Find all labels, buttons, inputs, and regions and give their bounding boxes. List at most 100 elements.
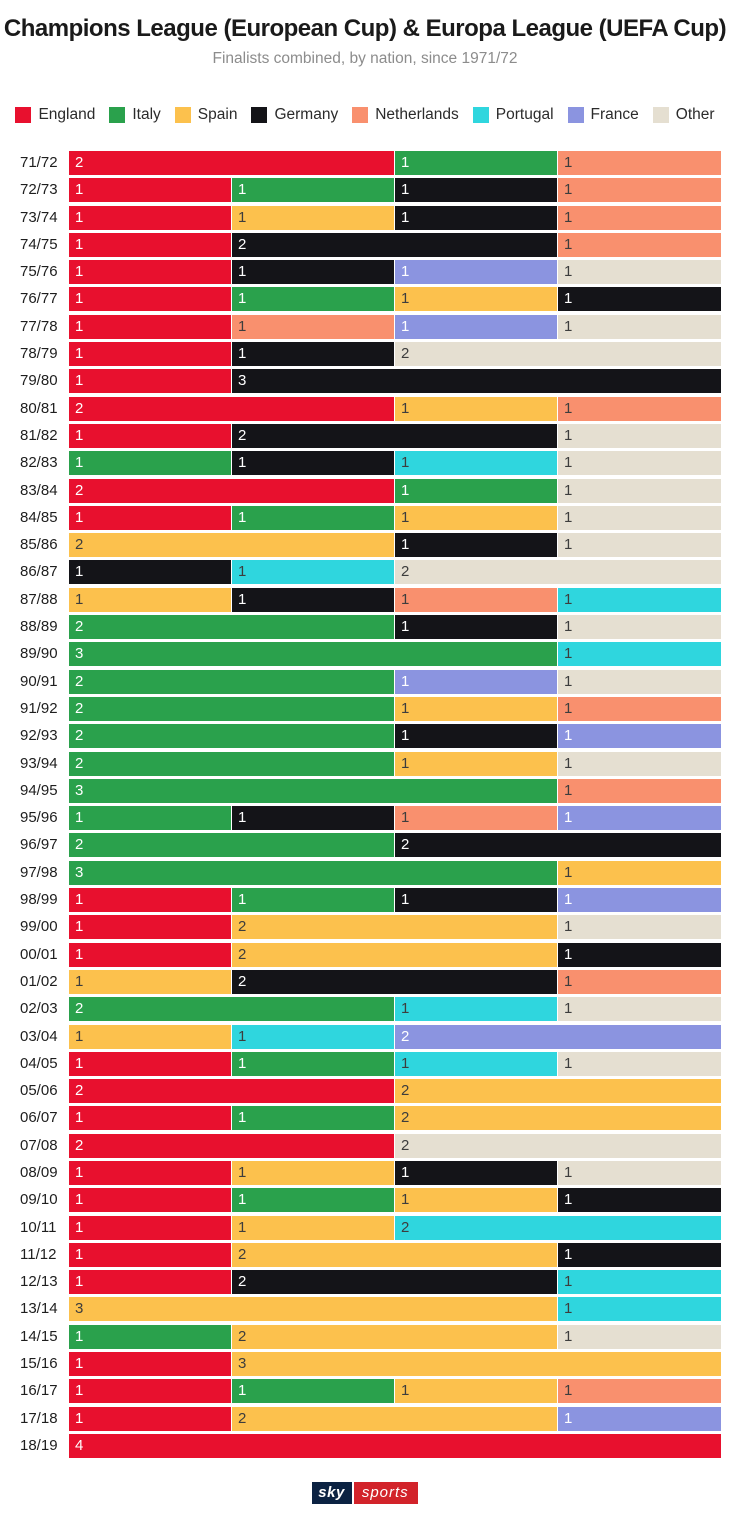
segment-value: 1 <box>75 1355 84 1373</box>
bar-segment-germany: 1 <box>558 942 721 967</box>
bar-segment-italy: 1 <box>232 287 395 312</box>
segment-value: 1 <box>564 481 573 499</box>
chart-row: 93/94 2 1 1 <box>0 751 721 776</box>
segment-value: 4 <box>75 1436 84 1454</box>
bar-segment-spain: 2 <box>232 942 558 967</box>
segment-value: 1 <box>564 317 573 335</box>
segment-value: 1 <box>564 1273 573 1291</box>
bar-segment-spain: 1 <box>232 1160 395 1185</box>
segment-value: 1 <box>401 454 410 472</box>
segment-value: 1 <box>401 508 410 526</box>
bar-segment-spain: 3 <box>232 1352 721 1377</box>
segment-value: 1 <box>401 809 410 827</box>
segment-value: 1 <box>564 1300 573 1318</box>
chart-row: 15/16 1 3 <box>0 1352 721 1377</box>
segment-value: 1 <box>401 208 410 226</box>
bar-segment-england: 1 <box>69 1215 232 1240</box>
bar-segment-germany: 1 <box>232 587 395 612</box>
stacked-bar: 1 1 2 <box>69 342 721 367</box>
legend-swatch-germany <box>251 107 268 123</box>
bar-segment-england: 2 <box>69 151 395 175</box>
sky-sports-logo: sky sports <box>312 1481 418 1504</box>
segment-value: 1 <box>238 181 247 199</box>
stacked-bar: 1 2 1 <box>69 1324 721 1349</box>
bar-segment-portugal: 1 <box>558 1270 721 1295</box>
bar-segment-italy: 2 <box>69 751 395 776</box>
page-title: Champions League (European Cup) & Europa… <box>3 15 727 42</box>
bar-segment-spain: 1 <box>232 205 395 230</box>
bar-segment-england: 2 <box>69 478 395 503</box>
segment-value: 1 <box>564 399 573 417</box>
chart-row: 89/90 3 1 <box>0 642 721 667</box>
bar-segment-germany: 3 <box>232 369 721 394</box>
bar-segment-italy: 2 <box>69 833 395 858</box>
segment-value: 1 <box>75 1409 84 1427</box>
bar-segment-germany: 1 <box>395 205 558 230</box>
chart-row: 14/15 1 2 1 <box>0 1324 721 1349</box>
legend-label: France <box>590 106 639 123</box>
bar-segment-england: 1 <box>69 1352 232 1377</box>
legend-label: Germany <box>274 106 339 123</box>
bar-segment-spain: 2 <box>395 1079 721 1104</box>
stacked-bar: 2 1 1 <box>69 696 721 721</box>
segment-value: 1 <box>401 1382 410 1400</box>
segment-value: 2 <box>401 1109 410 1127</box>
legend-swatch-france <box>567 107 584 123</box>
segment-value: 1 <box>564 508 573 526</box>
legend-item-netherlands: Netherlands <box>352 106 459 124</box>
bar-segment-spain: 1 <box>395 1379 558 1404</box>
bar-segment-england: 1 <box>69 232 232 257</box>
bar-segment-england: 1 <box>69 1406 232 1431</box>
segment-value: 1 <box>401 399 410 417</box>
stacked-bar: 1 2 1 <box>69 1242 721 1267</box>
bar-segment-spain: 1 <box>395 287 558 312</box>
season-label: 03/04 <box>20 1027 58 1045</box>
season-label: 90/91 <box>20 672 58 690</box>
bar-segment-spain: 2 <box>232 1406 558 1431</box>
bar-segment-portugal: 1 <box>395 997 558 1022</box>
bar-segment-england: 1 <box>69 314 232 339</box>
legend-item-other: Other <box>652 106 715 124</box>
stacked-bar: 2 1 1 <box>69 669 721 694</box>
segment-value: 3 <box>238 372 247 390</box>
bar-segment-portugal: 1 <box>558 642 721 667</box>
segment-value: 2 <box>238 1409 247 1427</box>
season-label: 75/76 <box>20 263 58 281</box>
segment-value: 1 <box>564 754 573 772</box>
segment-value: 2 <box>238 1327 247 1345</box>
bar-segment-germany: 1 <box>395 724 558 749</box>
segment-value: 3 <box>75 863 84 881</box>
segment-value: 1 <box>564 1054 573 1072</box>
stacked-bar: 1 2 1 <box>69 1270 721 1295</box>
season-label: 00/01 <box>20 945 58 963</box>
bar-segment-italy: 1 <box>232 888 395 913</box>
bar-segment-other: 1 <box>558 478 721 503</box>
segment-value: 2 <box>75 1000 84 1018</box>
bar-segment-germany: 2 <box>232 423 558 448</box>
legend-label: Netherlands <box>375 106 459 123</box>
segment-value: 1 <box>238 1218 247 1236</box>
bar-segment-england: 2 <box>69 1079 395 1104</box>
segment-value: 1 <box>564 590 573 608</box>
bar-segment-spain: 2 <box>232 915 558 940</box>
segment-value: 1 <box>401 699 410 717</box>
bar-segment-portugal: 1 <box>232 1024 395 1049</box>
stacked-bar: 1 1 2 <box>69 560 721 585</box>
bar-segment-netherlands: 1 <box>558 396 721 421</box>
season-label: 89/90 <box>20 645 58 663</box>
season-label: 10/11 <box>20 1218 57 1236</box>
legend-item-france: France <box>567 106 639 124</box>
legend-swatch-other <box>652 107 669 123</box>
segment-value: 1 <box>238 1382 247 1400</box>
bar-segment-england: 1 <box>69 1160 232 1185</box>
bar-segment-spain: 1 <box>232 1215 395 1240</box>
chart-row: 01/02 1 2 1 <box>0 969 721 994</box>
chart-row: 84/85 1 1 1 1 <box>0 505 721 530</box>
chart-row: 04/05 1 1 1 1 <box>0 1051 721 1076</box>
season-label: 83/84 <box>20 481 58 499</box>
segment-value: 2 <box>401 1218 410 1236</box>
bar-segment-italy: 2 <box>69 696 395 721</box>
bar-segment-spain: 3 <box>69 1297 558 1322</box>
